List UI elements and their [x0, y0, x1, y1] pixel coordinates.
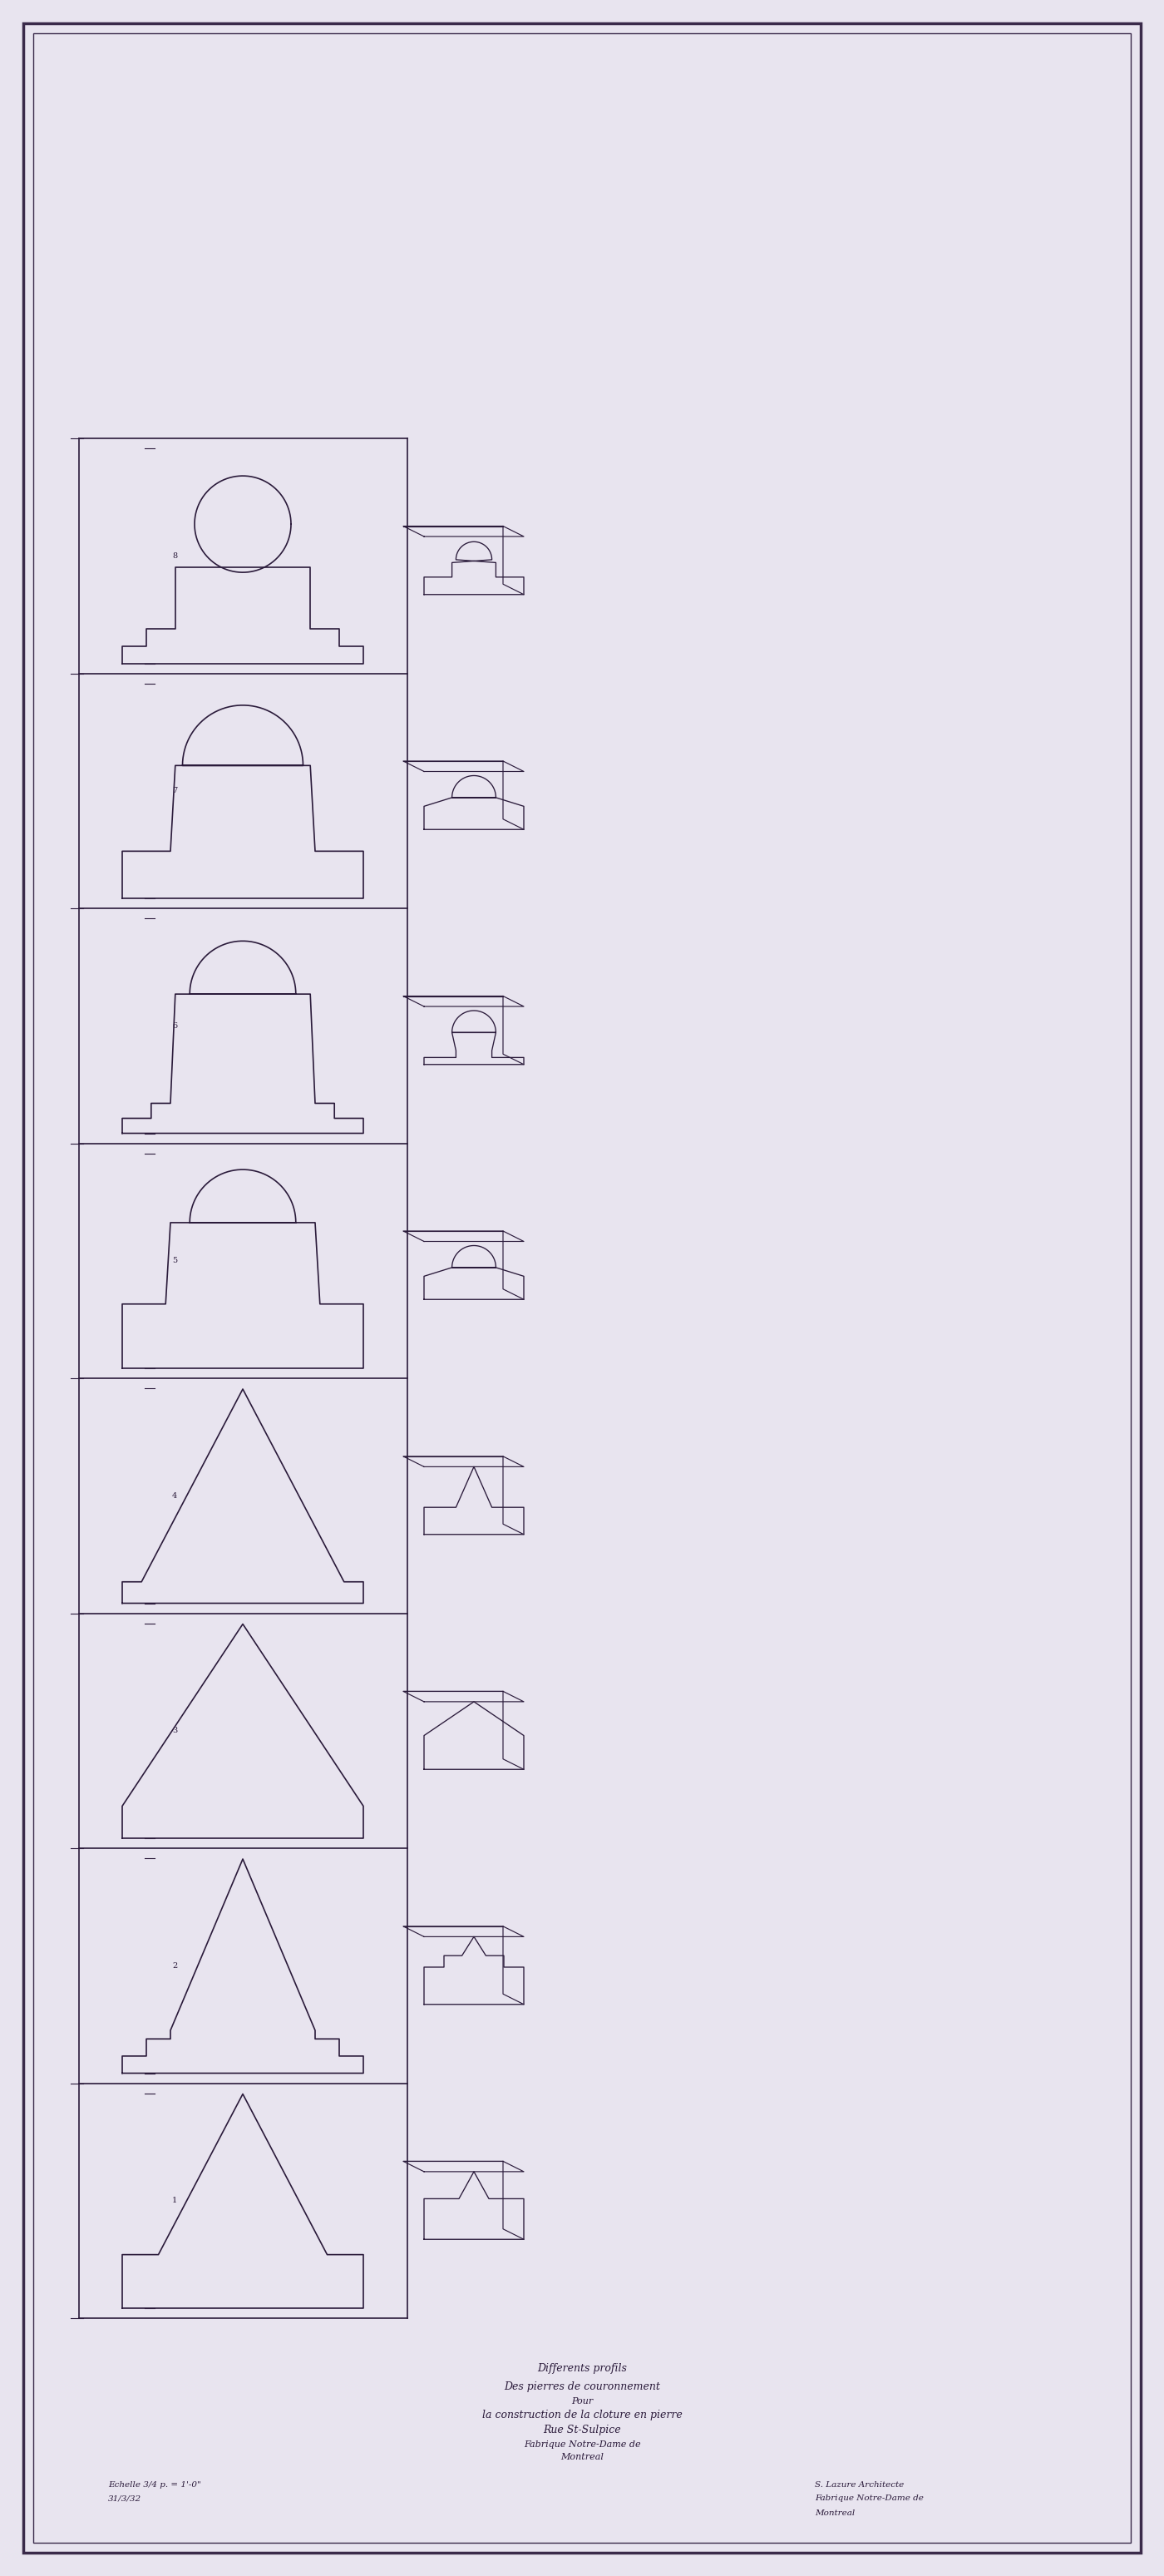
- Text: Differents profils: Differents profils: [537, 2362, 627, 2372]
- Text: 2: 2: [172, 1963, 177, 1971]
- Text: Pour: Pour: [572, 2398, 592, 2406]
- Text: la construction de la cloture en pierre: la construction de la cloture en pierre: [482, 2411, 682, 2421]
- Text: Fabrique Notre-Dame de: Fabrique Notre-Dame de: [524, 2439, 640, 2450]
- Text: 31/3/32: 31/3/32: [108, 2496, 142, 2501]
- Text: Fabrique Notre-Dame de: Fabrique Notre-Dame de: [815, 2496, 923, 2501]
- Text: S. Lazure Architecte: S. Lazure Architecte: [815, 2481, 904, 2488]
- Text: 6: 6: [172, 1023, 177, 1030]
- Text: Montreal: Montreal: [815, 2509, 854, 2517]
- Text: 7: 7: [172, 788, 177, 793]
- Text: Echelle 3/4 p. = 1'-0": Echelle 3/4 p. = 1'-0": [108, 2481, 201, 2488]
- Text: 3: 3: [172, 1726, 177, 1734]
- Text: Des pierres de couronnement: Des pierres de couronnement: [504, 2380, 660, 2391]
- Text: 8: 8: [172, 551, 177, 559]
- Text: 4: 4: [172, 1492, 177, 1499]
- Text: Rue St-Sulpice: Rue St-Sulpice: [544, 2424, 620, 2434]
- Text: 5: 5: [172, 1257, 177, 1265]
- Text: 1: 1: [172, 2197, 177, 2205]
- Text: Montreal: Montreal: [560, 2452, 604, 2460]
